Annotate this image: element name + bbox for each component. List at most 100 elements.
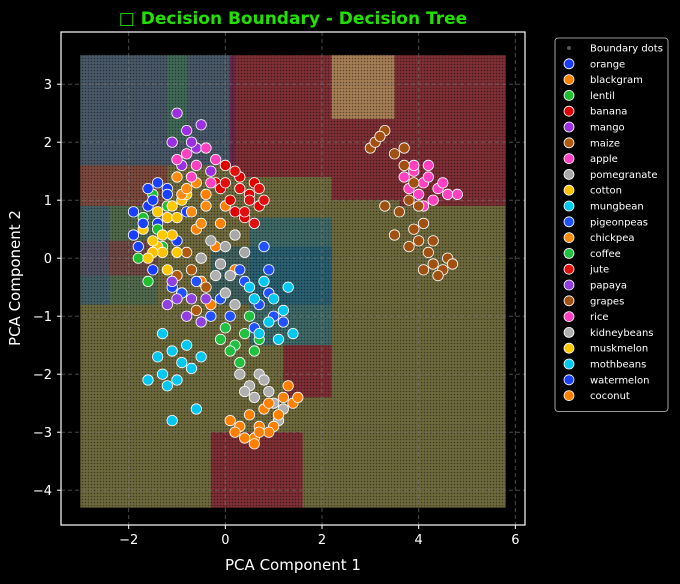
legend-marker-pigeonpeas [563, 216, 575, 228]
point-apple [442, 188, 454, 200]
legend-marker-banana [563, 105, 575, 117]
point-grapes [398, 142, 410, 154]
point-apple [408, 159, 420, 171]
point-mango [181, 125, 193, 137]
point-orange [147, 264, 159, 276]
point-jute [239, 206, 251, 218]
point-grapes [408, 223, 420, 235]
point-mothbeans [258, 275, 270, 287]
point-pigeonpeas [190, 275, 202, 287]
point-rice [200, 142, 212, 154]
point-grapes [388, 229, 401, 241]
legend-label-banana: banana [590, 107, 627, 118]
legend-marker-mungbean [563, 200, 575, 212]
point-maize [190, 304, 202, 316]
point-watermelon [132, 241, 144, 253]
point-coffee [214, 333, 227, 345]
legend-label-coffee: coffee [590, 249, 621, 260]
legend-marker-apple [563, 153, 575, 165]
point-mungbean [156, 368, 169, 380]
legend-label-papaya: papaya [590, 281, 627, 292]
point-mungbean [166, 414, 178, 427]
legend-marker-rice [563, 311, 575, 323]
legend-label-kidneybeans: kidneybeans [590, 328, 654, 339]
point-coconut [248, 438, 260, 450]
point-chickpea [171, 171, 183, 183]
point-chickpea [200, 200, 212, 212]
point-jute [219, 177, 231, 189]
point-coconut [263, 426, 275, 438]
legend-marker-coconut [563, 390, 575, 402]
point-banana [219, 159, 231, 171]
point-grapes [413, 200, 425, 212]
point-grapes [403, 241, 415, 253]
point-papaya [200, 293, 212, 305]
point-mungbean [152, 351, 164, 363]
legend: Boundary dots orange blackgram lentil banana… [554, 37, 669, 412]
point-mungbean [195, 351, 207, 363]
point-grapes [417, 264, 430, 276]
point-muskmelon [166, 200, 178, 212]
legend-label-grapes: grapes [590, 296, 624, 307]
point-watermelon [152, 177, 164, 189]
legend-marker-kidneybeans [563, 326, 575, 338]
point-muskmelon [147, 235, 159, 247]
point-jute [248, 217, 260, 229]
point-mothbeans [248, 293, 260, 305]
legend-marker-grapes [563, 295, 575, 307]
point-coconut [292, 391, 304, 403]
legend-marker-mango [563, 121, 575, 133]
point-papaya [166, 275, 178, 287]
legend-label-blackgram: blackgram [590, 75, 643, 86]
point-mungbean [142, 374, 154, 386]
point-coffee [224, 345, 236, 357]
point-grapes [398, 159, 410, 171]
point-mothbeans [277, 304, 289, 316]
legend-label-mungbean: mungbean [590, 202, 644, 213]
chart-title: □ Decision Boundary - Decision Tree [119, 9, 467, 29]
legend-label-muskmelon: muskmelon [590, 344, 648, 355]
legend-label-apple: apple [590, 154, 618, 165]
point-muskmelon [156, 229, 169, 241]
legend-label-pigeonpeas: pigeonpeas [590, 217, 648, 228]
point-watermelon [147, 194, 159, 206]
point-maize [181, 246, 193, 258]
point-coconut [239, 432, 251, 444]
point-rice [181, 148, 193, 160]
legend-label-jute: jute [589, 265, 609, 276]
point-apple [422, 171, 434, 183]
point-chickpea [195, 217, 207, 229]
x-tick-label: −2 [119, 533, 138, 548]
point-jute [253, 183, 265, 195]
x-tick-label: 4 [415, 533, 423, 548]
point-grapes [427, 258, 439, 270]
legend-marker-papaya [563, 279, 575, 291]
point-pomegranate [229, 229, 241, 241]
y-tick-label: 3 [44, 78, 52, 93]
point-apple [451, 188, 463, 200]
point-maize [200, 281, 212, 293]
point-rice [171, 154, 183, 166]
point-cotton [156, 246, 169, 258]
point-kidneybeans [258, 374, 270, 386]
point-banana [229, 206, 241, 218]
legend-label-pomegranate: pomegranate [590, 170, 658, 181]
point-coconut [282, 380, 294, 392]
point-mothbeans [268, 293, 280, 305]
point-coconut [229, 426, 241, 438]
point-apple [427, 194, 439, 206]
point-mungbean [185, 362, 198, 374]
legend-marker-blackgram [563, 74, 575, 85]
point-kidneybeans [263, 385, 275, 398]
point-pomegranate [205, 235, 217, 247]
point-grapes [403, 194, 415, 206]
legend-marker-boundary [567, 46, 571, 50]
point-watermelon [127, 206, 140, 218]
point-grapes [417, 217, 430, 229]
legend-marker-pomegranate [563, 168, 575, 180]
legend-label-rice: rice [590, 312, 609, 323]
point-papaya [181, 310, 193, 322]
point-apple [398, 171, 410, 183]
point-kidneybeans [229, 298, 241, 311]
